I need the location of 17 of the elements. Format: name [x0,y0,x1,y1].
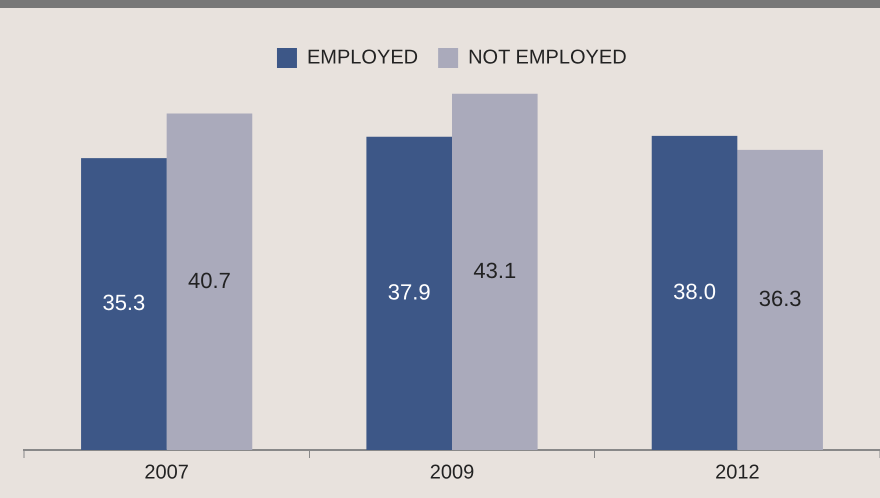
bar [737,150,823,450]
x-tick-label: 2009 [430,462,474,484]
data-label: 35.3 [102,290,146,316]
data-label: 38.0 [673,278,716,304]
legend-label: EMPLOYED [306,46,418,69]
x-tick-label: 2012 [715,462,760,484]
bar [81,158,167,450]
bar [652,136,738,450]
data-label: 37.9 [388,279,431,304]
bar [452,94,538,450]
x-tick-label: 2007 [144,462,189,484]
bar [166,114,252,450]
data-label: 43.1 [473,258,516,283]
legend-label: NOT EMPLOYED [468,46,627,69]
bar [366,136,452,450]
data-label: 40.7 [188,268,231,293]
data-label: 36.3 [758,286,802,312]
